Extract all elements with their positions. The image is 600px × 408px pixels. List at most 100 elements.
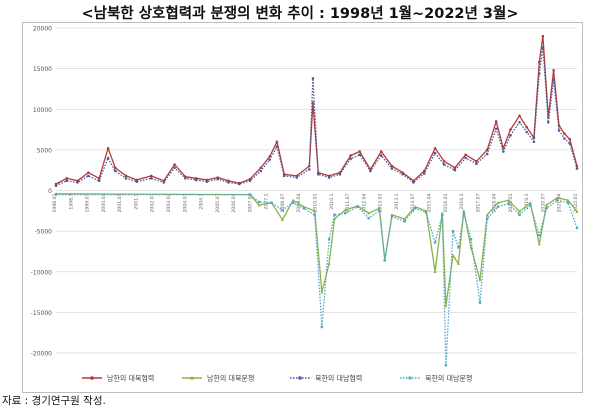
south-conflict-point [485,213,489,217]
south-coop-point [259,166,263,170]
south-conflict-point [544,203,548,207]
north-conflict-point [485,217,489,221]
north-coop-point [259,169,263,173]
south-conflict-point [555,196,559,200]
south-coop-point [87,171,90,174]
north-conflict-point [327,238,331,241]
x-tick-label: 2018.04 [492,193,498,212]
x-tick-label: 2011.07 [345,193,351,212]
south-coop-point [464,153,467,157]
x-tick-label: 2012.04 [361,193,367,212]
south-conflict-point [343,208,347,212]
south-conflict-point [507,198,511,202]
north-coop-point [475,162,478,165]
north-coop-point [327,176,331,179]
north-conflict-point [566,201,570,204]
north-conflict-point [320,325,324,329]
north-conflict-point [518,213,521,217]
south-conflict-point [566,198,570,202]
y-tick-label: -5000 [35,229,53,236]
north-coop-point [194,178,198,182]
north-coop-point [494,127,498,131]
north-conflict-point [496,205,500,208]
x-tick-label: 2002.07 [150,193,156,212]
north-coop-point [349,157,352,161]
north-conflict-point [378,209,381,213]
north-coop-point [568,142,572,145]
north-coop-point [97,179,101,183]
north-coop-point [268,158,272,161]
south-conflict-point [377,206,381,210]
north-coop-point [537,72,541,75]
south-conflict-point [433,270,437,273]
south-coop-point [106,146,110,150]
legend-swatch-marker [190,376,194,380]
north-coop-point [358,153,361,157]
north-conflict-point [538,233,541,237]
south-coop-point [268,155,272,158]
north-conflict-point [313,213,316,217]
north-coop-point [379,154,383,157]
north-coop-point [338,172,342,176]
y-tick-label: 15000 [33,66,52,73]
north-coop-point [546,120,550,124]
north-conflict-point [424,211,428,214]
x-tick-label: 2009.04 [296,193,302,212]
x-tick-label: 2017.07 [475,193,481,212]
north-coop-point [184,177,187,180]
y-tick-label: 20000 [33,26,52,33]
north-conflict-point [556,199,559,202]
x-tick-label: 2013.01 [378,193,384,212]
south-conflict-point [257,203,261,207]
south-conflict-point [403,217,407,221]
north-conflict-point [390,215,394,218]
x-tick-label: 2013.1 [394,193,400,209]
north-coop-point [216,177,219,181]
south-coop-point [552,68,555,72]
north-coop-point [316,172,320,176]
south-coop-point [422,169,426,173]
y-tick-label: -15000 [31,310,52,317]
north-conflict-point [248,193,252,196]
x-tick-label: 2010.1 [329,193,335,209]
south-conflict-point [451,253,455,257]
x-tick-label: 2004.01 [182,193,188,212]
south-coop-point [541,34,545,38]
y-tick-label: 5000 [37,147,52,154]
north-coop-point [442,163,446,166]
x-tick-label: 2001.01 [117,193,123,212]
north-conflict-point [507,202,510,205]
south-coop-point [433,146,437,150]
south-coop-point [390,164,394,168]
x-tick-label: 2000.04 [101,193,107,212]
north-coop-point [308,168,311,171]
north-conflict-point [469,238,473,241]
x-tick-label: 2007.01 [247,193,253,212]
north-conflict-point [441,213,444,217]
north-coop-point [502,150,505,153]
south-conflict-point [367,211,371,215]
x-tick-label: 2004.1 [199,193,205,209]
legend-swatch-marker [298,376,302,380]
north-coop-point [54,184,58,187]
north-conflict-point [333,213,336,217]
north-conflict-point [367,216,370,220]
north-coop-point [412,181,415,184]
north-coop-point [87,174,90,178]
north-coop-point [509,133,512,137]
north-conflict-point [451,229,455,233]
south-coop-point [568,138,572,141]
south-coop-point [563,132,566,135]
x-tick-label: 2019.1 [524,193,530,209]
north-coop-point [205,180,209,183]
south-coop-point [124,174,128,178]
north-conflict-point [302,207,306,210]
south-coop-point [525,125,528,129]
south-conflict-point [462,209,466,213]
north-conflict-point [291,201,295,204]
north-coop-point [162,181,166,184]
north-coop-point [390,167,394,170]
north-conflict-point [529,203,532,207]
north-coop-point [275,145,279,148]
source-note: 자료 : 경기연구원 작성. [2,395,106,407]
